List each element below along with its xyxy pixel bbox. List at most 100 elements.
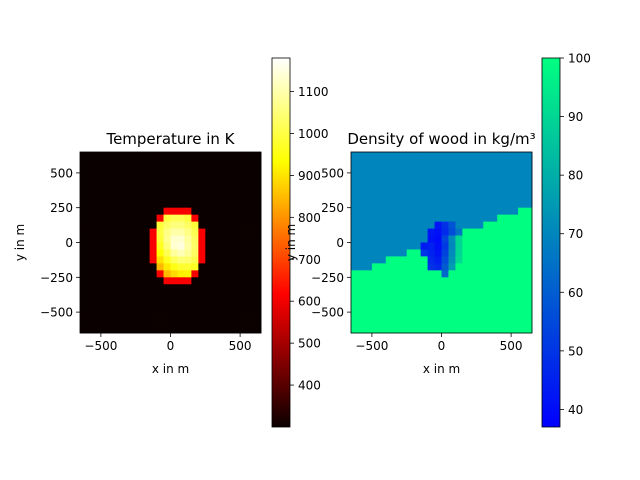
heatmap-cell <box>385 284 394 292</box>
heatmap-cell <box>525 256 533 264</box>
heatmap-cell <box>511 249 519 257</box>
heatmap-cell <box>406 193 415 202</box>
heatmap-cell <box>107 312 116 320</box>
heatmap-cell <box>448 270 456 278</box>
heatmap-cell <box>205 221 213 229</box>
heatmap-cell <box>135 298 144 306</box>
heatmap-cell <box>455 249 463 257</box>
heatmap-cell <box>455 277 463 285</box>
heatmap-cell <box>114 291 123 299</box>
heatmap-cell <box>142 179 151 188</box>
heatmap-cell <box>254 158 262 167</box>
heatmap-cell <box>156 152 164 160</box>
heatmap-cell <box>455 200 463 209</box>
heatmap-cell <box>142 158 151 167</box>
heatmap-cell <box>247 249 255 257</box>
heatmap-cell <box>149 193 157 202</box>
heatmap-cell <box>114 214 123 223</box>
heatmap-cell <box>177 152 185 160</box>
heatmap-cell <box>399 284 408 292</box>
heatmap-cell <box>212 221 220 229</box>
heatmap-cell <box>226 319 234 327</box>
heatmap-cell <box>476 214 484 223</box>
heatmap-cell <box>184 249 192 257</box>
heatmap-cell <box>86 165 95 174</box>
heatmap-cell <box>364 158 373 167</box>
heatmap-cell <box>462 207 470 216</box>
heatmap-cell <box>80 179 88 188</box>
heatmap-cell <box>399 312 408 320</box>
heatmap-cell <box>511 214 519 223</box>
heatmap-cell <box>121 152 130 160</box>
heatmap-cell <box>86 249 95 257</box>
heatmap-cell <box>511 152 519 160</box>
heatmap-cell <box>448 152 456 160</box>
heatmap-cell <box>413 235 422 243</box>
heatmap-cell <box>219 298 227 306</box>
heatmap-cell <box>219 284 227 292</box>
heatmap-cell <box>191 152 199 160</box>
heatmap-cell <box>177 249 185 257</box>
heatmap-cell <box>378 200 387 209</box>
heatmap-cell <box>441 228 449 236</box>
heatmap-cell <box>378 277 387 285</box>
heatmap-cell <box>371 256 380 264</box>
heatmap-cell <box>406 172 415 181</box>
heatmap-cell <box>525 284 533 292</box>
heatmap-cell <box>427 207 435 216</box>
heatmap-cell <box>483 256 491 264</box>
heatmap-cell <box>254 263 262 271</box>
heatmap-cell <box>254 200 262 209</box>
heatmap-cell <box>385 193 394 202</box>
heatmap-cell <box>420 207 428 216</box>
heatmap-cell <box>434 298 442 306</box>
heatmap-cell <box>504 256 512 264</box>
heatmap-cell <box>254 326 262 334</box>
heatmap-cell <box>392 249 401 257</box>
y-tick-label: 500 <box>321 166 344 180</box>
heatmap-cell <box>93 152 102 160</box>
heatmap-cell <box>378 214 387 223</box>
heatmap-cell <box>392 207 401 216</box>
heatmap-cell <box>364 228 373 236</box>
heatmap-cell <box>226 298 234 306</box>
heatmap-cell <box>191 165 199 174</box>
heatmap-cell <box>462 319 470 327</box>
heatmap-cell <box>497 256 505 264</box>
heatmap-cell <box>420 158 428 167</box>
heatmap-cell <box>86 235 95 243</box>
heatmap-cell <box>184 228 192 236</box>
heatmap-cell <box>226 152 234 160</box>
heatmap-cell <box>142 221 151 229</box>
heatmap-cell <box>80 158 88 167</box>
heatmap-cell <box>490 158 498 167</box>
heatmap-cell <box>80 214 88 223</box>
heatmap-cell <box>184 284 192 292</box>
heatmap-cell <box>121 270 130 278</box>
heatmap-cell <box>93 312 102 320</box>
heatmap-cell <box>212 319 220 327</box>
heatmap-cell <box>177 256 185 264</box>
heatmap-cell <box>128 158 137 167</box>
heatmap-cell <box>476 228 484 236</box>
heatmap-cell <box>100 277 109 285</box>
heatmap-cell <box>399 256 408 264</box>
heatmap-cell <box>476 284 484 292</box>
heatmap-cell <box>100 263 109 271</box>
heatmap-cell <box>128 242 137 250</box>
heatmap-cell <box>212 312 220 320</box>
heatmap-cell <box>212 193 220 202</box>
heatmap-cell <box>80 312 88 320</box>
heatmap-cell <box>219 291 227 299</box>
heatmap-cell <box>462 312 470 320</box>
heatmap-cell <box>142 200 151 209</box>
heatmap-cell <box>483 200 491 209</box>
heatmap-cell <box>233 228 241 236</box>
heatmap-cell <box>107 284 116 292</box>
heatmap-cell <box>170 256 178 264</box>
heatmap-cell <box>385 214 394 223</box>
heatmap-cell <box>205 193 213 202</box>
heatmap-cell <box>142 312 151 320</box>
heatmap-cell <box>198 179 206 188</box>
heatmap-cell <box>448 249 456 257</box>
